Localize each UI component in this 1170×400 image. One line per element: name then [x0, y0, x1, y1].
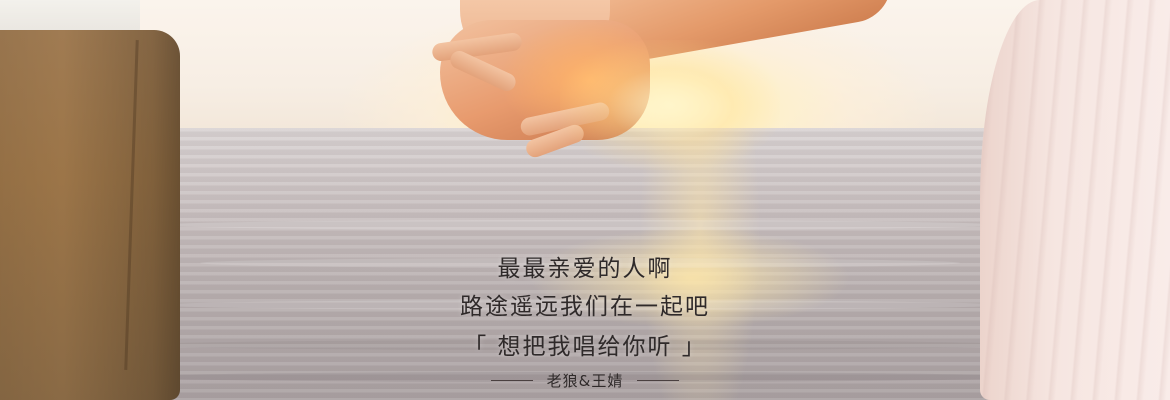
wave — [140, 340, 1020, 350]
white-dress — [980, 0, 1170, 400]
lyrics-caption: 最最亲爱的人啊 路途遥远我们在一起吧 「 想把我唱给你听 」 老狼&王婧 — [0, 250, 1170, 391]
wave — [160, 300, 1000, 310]
wave — [130, 372, 1030, 382]
author-name: 老狼&王婧 — [546, 372, 624, 390]
left-person — [0, 0, 190, 400]
right-person — [980, 0, 1170, 400]
lyric-line-3: 「 想把我唱给你听 」 — [463, 334, 707, 360]
dash-left — [490, 380, 533, 381]
lyric-line-2: 路途遥远我们在一起吧 — [460, 294, 710, 320]
author-row: 老狼&王婧 — [0, 370, 1170, 391]
wave — [200, 258, 960, 268]
dash-right — [637, 380, 680, 381]
wave — [160, 220, 1000, 230]
sea — [0, 128, 1170, 400]
khaki-shorts — [0, 30, 180, 400]
lyric-line-1: 最最亲爱的人啊 — [497, 256, 673, 282]
